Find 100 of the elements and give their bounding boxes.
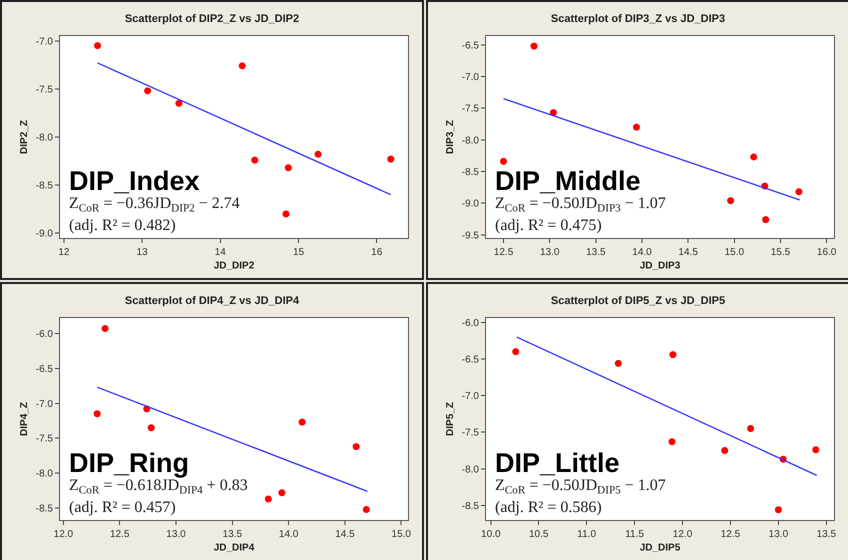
x-axis-title: JD_DIP3 bbox=[640, 260, 681, 272]
annotation: Z$_{CoR}$ = −0.618JD$_{DIP4}$ + 0.83 bbox=[69, 477, 248, 496]
x-tick-label: 14.0 bbox=[632, 247, 652, 258]
point bbox=[238, 62, 246, 70]
x-tick-label: 12.0 bbox=[672, 529, 693, 540]
x-tick-label: 10.0 bbox=[481, 529, 501, 540]
point bbox=[614, 360, 622, 367]
x-axis-title: JD_DIP2 bbox=[214, 260, 255, 272]
point bbox=[387, 156, 394, 163]
point bbox=[282, 210, 290, 218]
annotation: (adj. R² = 0.482) bbox=[69, 217, 176, 234]
y-tick-label: -7.5 bbox=[36, 434, 54, 445]
point bbox=[102, 324, 109, 332]
x-tick-label: 13.5 bbox=[816, 529, 836, 540]
y-tick-label: -8.5 bbox=[462, 167, 480, 178]
y-axis-title: DIP3_Z bbox=[444, 120, 456, 154]
y-tick-label: -9.0 bbox=[36, 228, 54, 240]
x-tick-label: 12.5 bbox=[720, 529, 741, 540]
annotation: Z$_{CoR}$ = −0.50JD$_{DIP3}$ − 1.07 bbox=[495, 195, 666, 214]
x-tick-label: 16 bbox=[371, 247, 383, 258]
y-axis-title: DIP5_Z bbox=[444, 402, 456, 436]
y-tick-label: -6.5 bbox=[36, 364, 54, 375]
point bbox=[284, 164, 292, 172]
x-tick-label: 12 bbox=[58, 247, 70, 258]
point bbox=[352, 443, 360, 450]
annotation: DIP_Little bbox=[495, 448, 620, 478]
x-tick-label: 13.0 bbox=[540, 247, 560, 258]
x-tick-label: 12.0 bbox=[54, 529, 74, 540]
annotation: Z$_{CoR}$ = −0.50JD$_{DIP5}$ − 1.07 bbox=[495, 477, 666, 496]
point bbox=[669, 351, 676, 358]
y-axis-title: DIP2_Z bbox=[18, 120, 30, 154]
annotation: (adj. R² = 0.475) bbox=[495, 217, 602, 234]
x-tick-label: 15.0 bbox=[724, 247, 744, 258]
x-tick-label: 14.0 bbox=[278, 529, 299, 540]
x-tick-label: 13.0 bbox=[768, 529, 789, 540]
point bbox=[94, 42, 102, 50]
annotation: DIP_Middle bbox=[495, 166, 641, 196]
x-tick-label: 11.0 bbox=[577, 529, 596, 540]
y-tick-label: -7.0 bbox=[36, 398, 54, 410]
x-tick-label: 14.5 bbox=[678, 247, 698, 258]
annotation: DIP_Index bbox=[69, 166, 200, 196]
point bbox=[812, 446, 820, 454]
y-tick-label: -8.5 bbox=[36, 180, 54, 192]
y-tick-label: -9.5 bbox=[462, 230, 480, 242]
point bbox=[148, 424, 155, 432]
point bbox=[512, 348, 520, 356]
point bbox=[530, 42, 538, 50]
y-tick-label: -7.5 bbox=[462, 428, 480, 439]
point bbox=[298, 418, 306, 426]
y-tick-label: -6.0 bbox=[36, 328, 54, 340]
x-axis-title: JD_DIP5 bbox=[640, 542, 681, 554]
y-tick-label: -8.0 bbox=[36, 132, 54, 144]
point bbox=[750, 153, 758, 160]
chart-title: Scatterplot of DIP5_Z vs JD_DIP5 bbox=[550, 295, 726, 308]
point bbox=[774, 506, 782, 514]
x-tick-label: 13 bbox=[136, 247, 148, 258]
x-tick-label: 13.5 bbox=[222, 529, 242, 540]
x-tick-label: 15.5 bbox=[770, 247, 791, 258]
annotation: (adj. R² = 0.586) bbox=[495, 499, 602, 516]
annotation: (adj. R² = 0.457) bbox=[69, 499, 176, 516]
x-tick-label: 12.5 bbox=[110, 529, 130, 540]
point bbox=[278, 489, 286, 496]
point bbox=[795, 188, 802, 196]
x-tick-label: 12.5 bbox=[494, 247, 514, 258]
y-tick-label: -8.5 bbox=[462, 500, 480, 512]
annotation: DIP_Ring bbox=[69, 448, 190, 478]
point bbox=[264, 496, 272, 503]
point bbox=[632, 124, 640, 131]
y-tick-label: -7.5 bbox=[462, 104, 480, 115]
point bbox=[721, 446, 728, 454]
y-tick-label: -6.0 bbox=[462, 318, 480, 329]
y-tick-label: -8.0 bbox=[36, 468, 54, 480]
point bbox=[251, 156, 258, 164]
x-tick-label: 15.0 bbox=[392, 529, 412, 540]
chart-title: Scatterplot of DIP4_Z vs JD_DIP4 bbox=[124, 295, 300, 308]
point bbox=[747, 425, 754, 432]
y-tick-label: -8.5 bbox=[36, 504, 54, 515]
point bbox=[314, 150, 322, 158]
x-tick-label: 13.5 bbox=[586, 247, 606, 258]
x-tick-label: 16.0 bbox=[816, 247, 837, 258]
chart-title: Scatterplot of DIP3_Z vs JD_DIP3 bbox=[550, 13, 726, 26]
y-tick-label: -9.0 bbox=[462, 198, 480, 210]
x-tick-label: 15 bbox=[292, 247, 305, 258]
annotation: Z$_{CoR}$ = −0.36JD$_{DIP2}$ − 2.74 bbox=[69, 195, 240, 214]
point bbox=[175, 100, 182, 107]
point bbox=[144, 87, 152, 94]
point bbox=[727, 197, 734, 204]
x-axis-title: JD_DIP4 bbox=[214, 542, 255, 554]
x-tick-label: 10.5 bbox=[528, 529, 549, 540]
y-tick-label: -7.0 bbox=[462, 72, 480, 84]
y-tick-label: -6.5 bbox=[462, 40, 480, 52]
y-tick-label: -7.0 bbox=[462, 391, 480, 402]
point bbox=[500, 158, 508, 165]
y-tick-label: -8.0 bbox=[462, 464, 480, 476]
y-tick-label: -7.0 bbox=[36, 36, 54, 48]
point bbox=[94, 410, 101, 418]
y-tick-label: -6.5 bbox=[462, 354, 480, 366]
x-tick-label: 13.0 bbox=[166, 529, 186, 540]
x-tick-label: 11.5 bbox=[625, 529, 644, 540]
x-tick-label: 14.5 bbox=[335, 529, 356, 540]
